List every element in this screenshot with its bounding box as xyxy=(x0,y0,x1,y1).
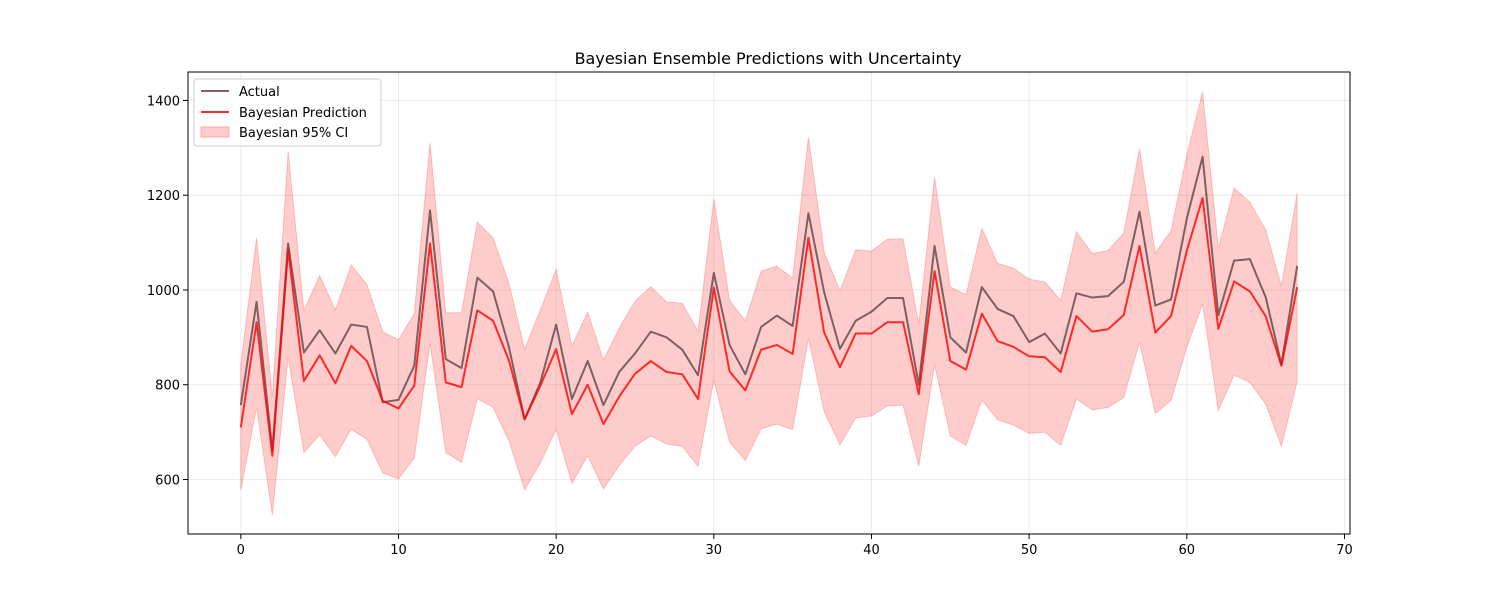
plot-area-frame xyxy=(187,71,1351,535)
ci-band xyxy=(240,91,1298,516)
y-tick-label: 600 xyxy=(155,474,180,489)
x-tick-label: 20 xyxy=(548,543,565,558)
x-tick-label: 40 xyxy=(863,543,880,558)
y-tick-label: 1200 xyxy=(147,189,180,204)
ci-band-layer xyxy=(240,91,1298,516)
y-tick-label: 800 xyxy=(155,379,180,394)
x-tick-label: 50 xyxy=(1021,543,1038,558)
y-axis-ticks: 600 800 1000 1200 1400 xyxy=(147,94,188,489)
x-axis-ticks: 0 10 20 30 40 50 60 70 xyxy=(237,534,1353,558)
series-lines xyxy=(239,155,1299,457)
y-tick-label: 1400 xyxy=(147,94,180,109)
x-tick-label: 10 xyxy=(390,543,407,558)
grid xyxy=(188,72,1350,534)
legend-label-prediction: Bayesian Prediction xyxy=(239,106,367,121)
x-tick-label: 0 xyxy=(237,543,245,558)
legend-box xyxy=(193,78,382,147)
x-tick-label: 30 xyxy=(706,543,723,558)
legend: Actual Bayesian Prediction Bayesian 95% … xyxy=(193,78,382,147)
x-tick-label: 60 xyxy=(1179,543,1196,558)
actual-line xyxy=(239,155,1299,452)
y-tick-label: 1000 xyxy=(147,284,180,299)
prediction-line xyxy=(239,197,1299,457)
chart-title: Bayesian Ensemble Predictions with Uncer… xyxy=(575,49,962,68)
legend-label-ci: Bayesian 95% CI xyxy=(239,126,348,141)
legend-label-actual: Actual xyxy=(239,85,280,100)
x-tick-label: 70 xyxy=(1336,543,1353,558)
legend-swatch-ci xyxy=(200,126,230,138)
